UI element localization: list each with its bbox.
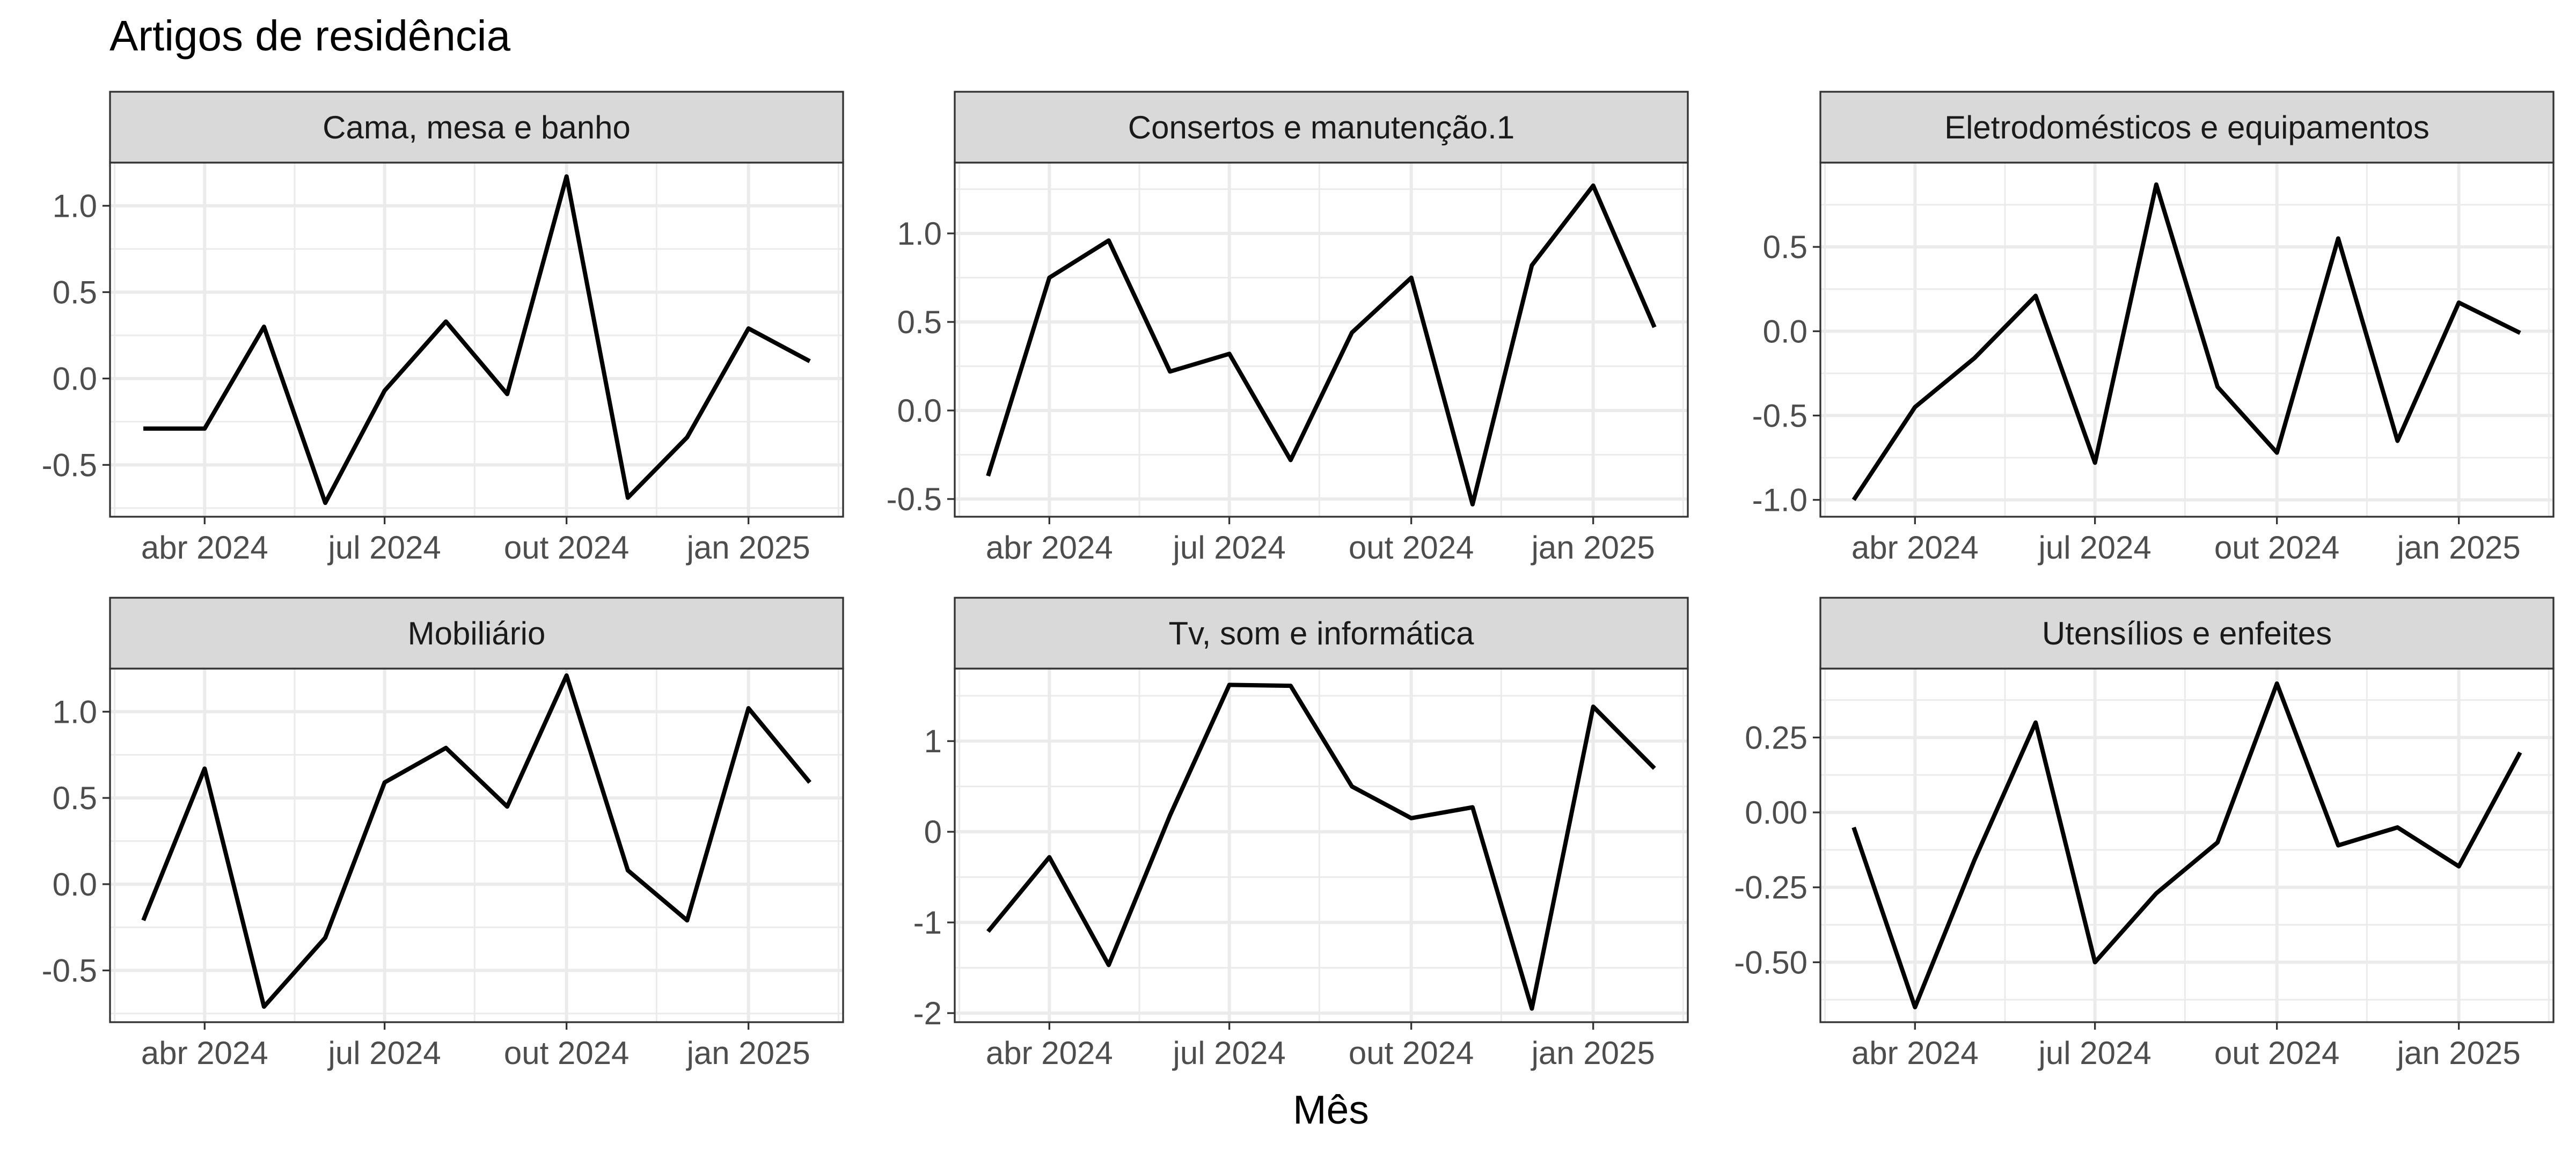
facet-panel: -0.50 -0.25 0.00 0.25 abr 2024 jul 2024 out 20…	[1734, 597, 2555, 1071]
series-line	[1851, 681, 2522, 1010]
x-tick-label: jul 2024	[1172, 1035, 1286, 1071]
y-tick-label: -0.25	[1734, 870, 1807, 906]
y-tick-label: 0.5	[53, 780, 97, 816]
y-tick-label: 1.0	[897, 216, 942, 252]
panel-background	[110, 163, 843, 517]
facet-strip	[1819, 597, 2555, 670]
x-tick-label: jan 2025	[2396, 1035, 2521, 1071]
x-tick-label: abr 2024	[1851, 1035, 1979, 1071]
facet-strip	[109, 91, 844, 164]
y-tick-label: 0.25	[1745, 720, 1807, 755]
y-tick-label: 0.0	[53, 361, 97, 397]
facet-strip-label: Eletrodomésticos e equipamentos	[1944, 109, 2429, 145]
x-tick-label: abr 2024	[141, 1035, 268, 1071]
series-line	[141, 673, 811, 1009]
facet-strip	[954, 597, 1689, 670]
facet-panel: -1.0 -0.5 0.0 0.5 abr 2024 jul 2024 out 2024 ja…	[1752, 91, 2555, 566]
facet-panel: -0.5 0.0 0.5 1.0 abr 2024 jul 2024 out 2024 jan…	[42, 597, 844, 1071]
x-tick-label: out 2024	[1349, 530, 1474, 566]
x-tick-label: jul 2024	[1172, 530, 1286, 566]
x-tick-label: jul 2024	[2038, 1035, 2151, 1071]
series-line	[1851, 182, 2521, 501]
facet-strip-label: Cama, mesa e banho	[323, 109, 631, 145]
y-tick-label: 1.0	[53, 694, 97, 730]
panel-background	[955, 669, 1688, 1022]
x-tick-label: out 2024	[504, 530, 630, 566]
y-tick-label: -0.5	[1752, 398, 1807, 434]
panel-background	[955, 163, 1688, 517]
panel-background	[110, 669, 843, 1022]
facet-strip-label: Mobiliário	[408, 615, 546, 651]
x-tick-label: abr 2024	[1851, 530, 1979, 566]
facet-strip-label: Tv, som e informática	[1168, 615, 1474, 651]
x-tick-label: out 2024	[2214, 530, 2340, 566]
y-tick-label: -0.5	[887, 481, 942, 517]
y-tick-label: 0.0	[897, 393, 942, 429]
series-line	[143, 174, 811, 505]
facet-strip	[109, 597, 844, 670]
y-tick-label: 0.0	[53, 867, 97, 903]
x-tick-label: out 2024	[1349, 1035, 1474, 1071]
y-tick-label: 0.00	[1745, 795, 1807, 831]
chart-title: Artigos de residência	[109, 12, 511, 60]
facet-panel: -2 -1 0 1 abr 2024 jul 2024 out 2024 jan 2025 Tv…	[913, 597, 1689, 1071]
y-tick-label: 1.0	[53, 188, 97, 224]
y-tick-label: -0.5	[42, 447, 97, 483]
facet-strip	[954, 91, 1689, 164]
x-tick-label: abr 2024	[986, 1035, 1113, 1071]
facet-panel: -0.5 0.0 0.5 1.0 abr 2024 jul 2024 out 2024 jan…	[42, 91, 844, 566]
x-tick-label: jan 2025	[1531, 530, 1655, 566]
x-tick-label: jul 2024	[327, 1035, 441, 1071]
x-tick-label: out 2024	[2214, 1035, 2340, 1071]
facet-panels: -0.5 0.0 0.5 1.0 abr 2024 jul 2024 out 2024 jan…	[42, 91, 2555, 1071]
y-tick-label: -1.0	[1752, 482, 1807, 518]
x-tick-label: jan 2025	[686, 1035, 810, 1071]
x-tick-label: jan 2025	[2396, 530, 2521, 566]
y-tick-label: -0.5	[42, 953, 97, 989]
y-tick-label: -2	[913, 995, 942, 1031]
y-tick-label: 1	[924, 723, 942, 759]
facet-panel: -0.5 0.0 0.5 1.0 abr 2024 jul 2024 out 2024 jan…	[887, 91, 1689, 566]
series-line	[986, 183, 1657, 507]
x-tick-label: jul 2024	[327, 530, 441, 566]
y-tick-label: -1	[913, 905, 942, 941]
x-tick-label: jan 2025	[686, 530, 810, 566]
x-tick-label: abr 2024	[986, 530, 1113, 566]
x-tick-label: jan 2025	[1531, 1035, 1655, 1071]
facet-strip-label: Utensílios e enfeites	[2042, 615, 2332, 651]
y-tick-label: 0	[924, 814, 942, 850]
x-tick-label: jul 2024	[2038, 530, 2151, 566]
facet-strip-label: Consertos e manutenção.1	[1128, 109, 1514, 145]
y-tick-label: 0.5	[1763, 229, 1807, 265]
series-line	[986, 683, 1656, 1011]
y-tick-label: 0.5	[897, 304, 942, 340]
y-tick-label: 0.0	[1763, 313, 1807, 349]
y-tick-label: -0.50	[1734, 944, 1807, 980]
facet-strip	[1819, 91, 2555, 164]
x-tick-label: out 2024	[504, 1035, 630, 1071]
x-axis-title: Mês	[1293, 1087, 1369, 1132]
x-tick-label: abr 2024	[141, 530, 268, 566]
y-tick-label: 0.5	[53, 274, 97, 310]
